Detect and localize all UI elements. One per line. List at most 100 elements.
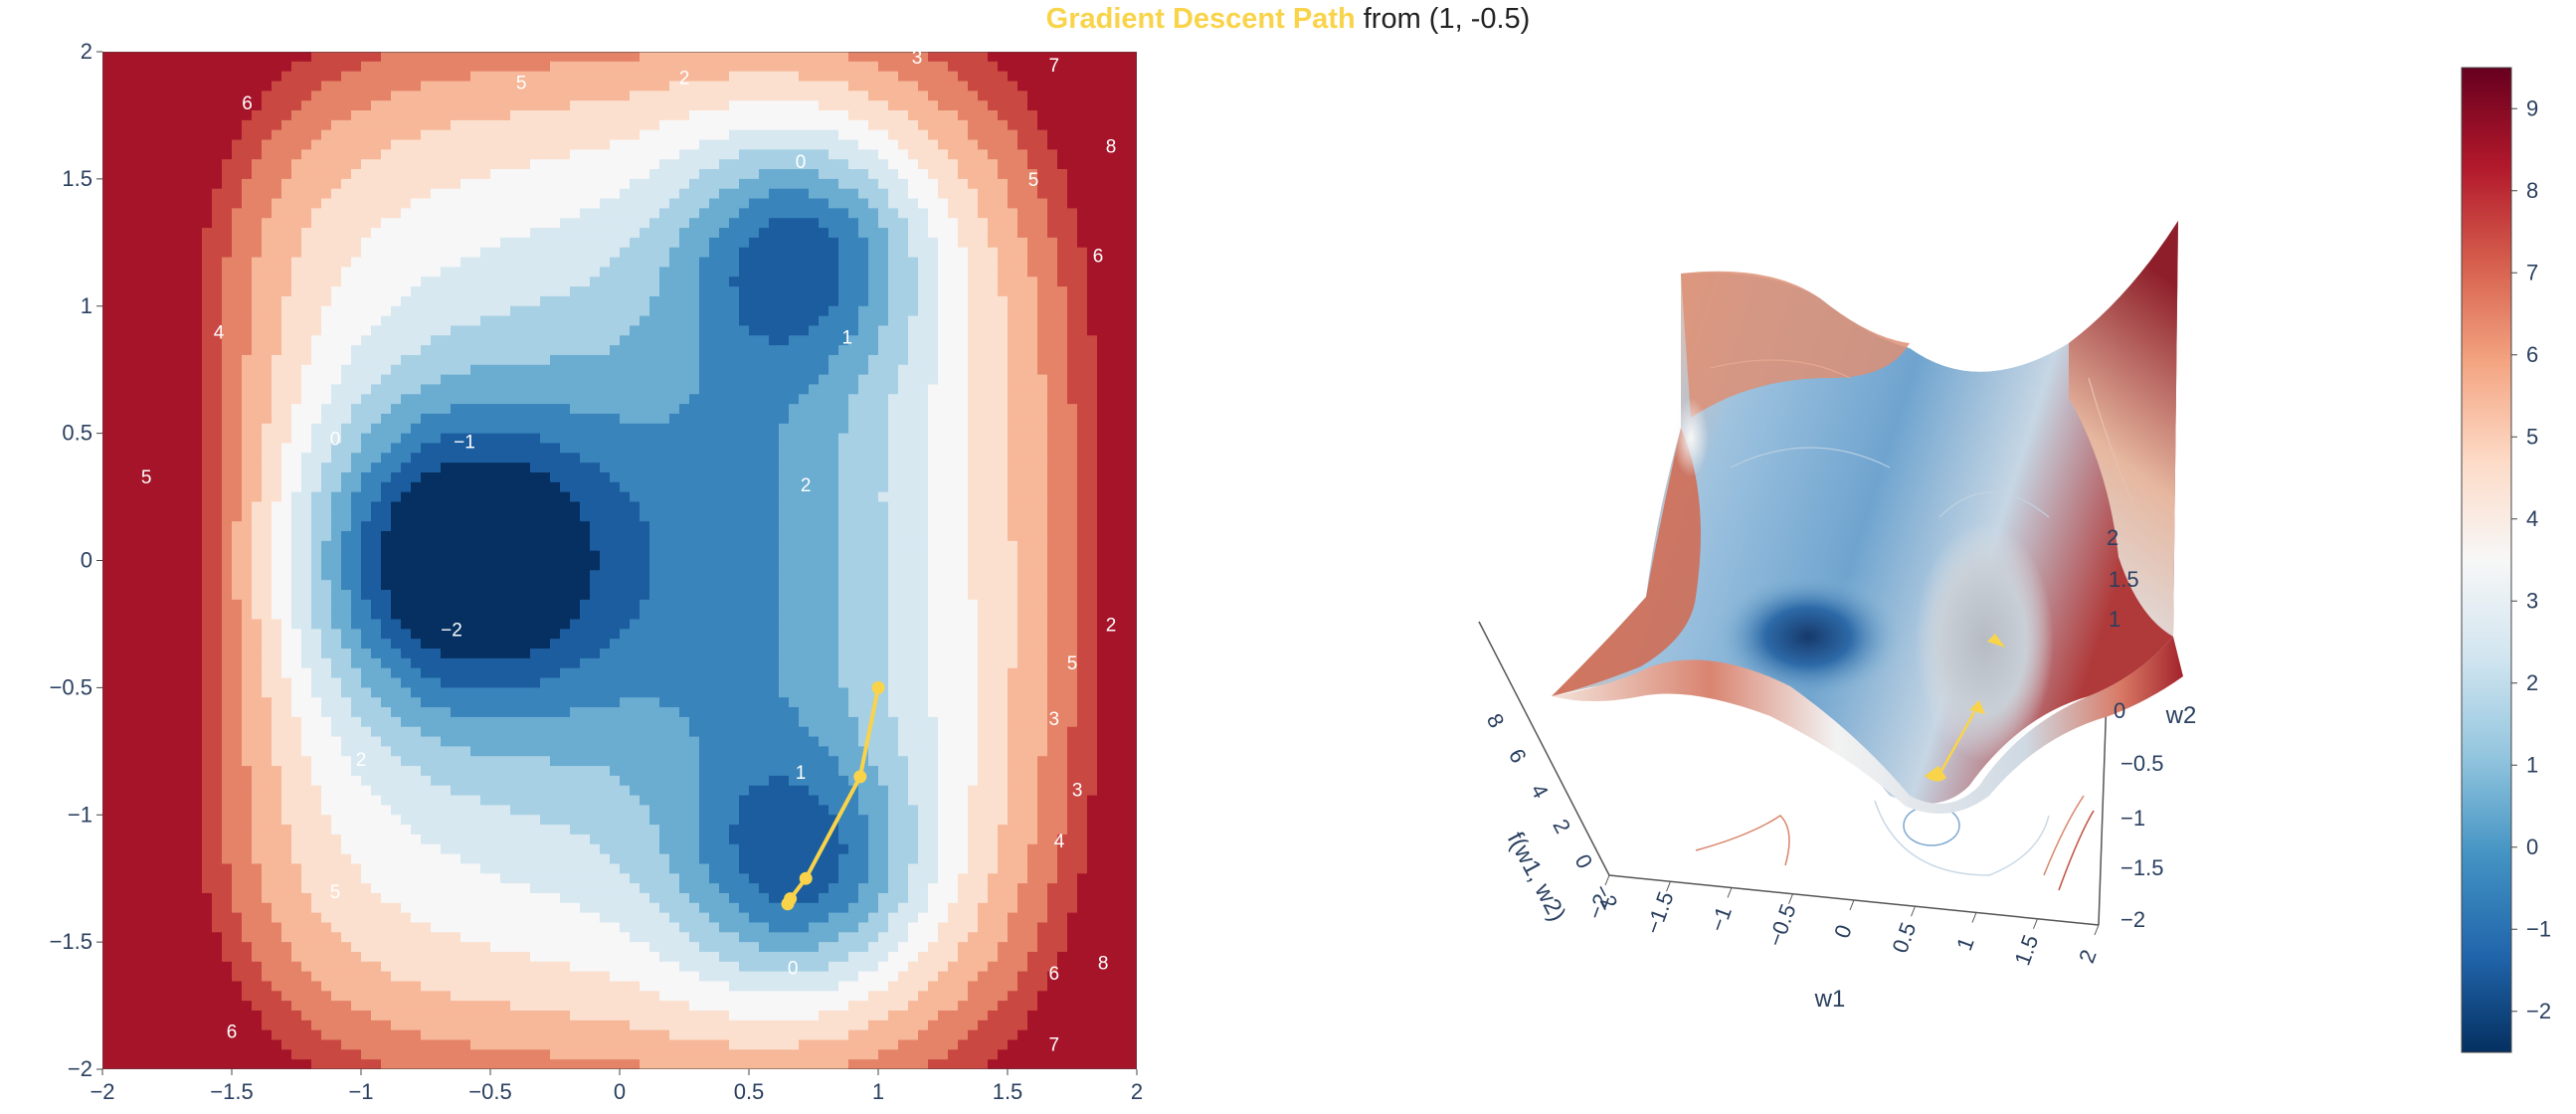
contour-cell <box>341 453 352 464</box>
contour-cell <box>152 883 163 894</box>
contour-cell <box>530 61 541 73</box>
contour-cell <box>470 61 481 73</box>
contour-cell <box>152 942 163 953</box>
contour-cell <box>252 736 263 747</box>
contour-cell <box>421 394 432 405</box>
contour-cell <box>451 716 461 728</box>
contour-cell <box>560 619 571 630</box>
contour-cell <box>311 892 322 904</box>
contour-cell <box>152 961 163 973</box>
contour-cell <box>460 1029 471 1041</box>
contour-cell <box>540 726 551 738</box>
contour-cell <box>371 149 382 160</box>
contour-cell <box>281 433 292 445</box>
contour-cell <box>431 687 442 698</box>
contour-cell <box>421 756 432 767</box>
contour-cell <box>361 805 372 816</box>
contour-cell <box>321 463 332 473</box>
contour-cell <box>361 394 372 405</box>
contour-cell <box>162 834 173 845</box>
contour-cell <box>212 208 223 219</box>
contour-cell <box>162 354 173 366</box>
contour-cell <box>381 228 392 239</box>
contour-cell <box>361 159 372 170</box>
contour-cell <box>560 677 571 688</box>
contour-cell <box>242 687 253 698</box>
contour-cell <box>232 511 243 522</box>
contour-cell <box>192 218 203 229</box>
contour-cell <box>202 677 213 688</box>
contour-cell <box>570 902 581 914</box>
contour-cell <box>252 374 263 386</box>
contour-cell <box>361 413 372 425</box>
contour-cell <box>222 305 233 317</box>
contour-cell <box>560 736 571 747</box>
contour-cell <box>421 453 432 464</box>
contour-cell <box>341 775 352 787</box>
contour-cell <box>550 463 561 473</box>
contour-cell <box>202 912 213 924</box>
contour-cell <box>460 257 471 269</box>
contour-cell <box>391 1049 402 1060</box>
contour-cell <box>272 746 282 757</box>
contour-cell <box>202 746 213 757</box>
contour-cell <box>570 961 581 973</box>
contour-cell <box>311 932 322 943</box>
contour-cell <box>451 305 461 317</box>
contour-cell <box>172 639 183 650</box>
contour-cell <box>321 404 332 415</box>
contour-cell <box>112 188 123 200</box>
contour-cell <box>112 247 123 259</box>
contour-cell <box>252 766 263 777</box>
contour-cell <box>510 345 521 356</box>
contour-cell <box>162 716 173 728</box>
contour-cell <box>132 119 143 131</box>
contour-cell <box>451 71 461 83</box>
contour-cell <box>252 1001 263 1012</box>
contour-cell <box>381 991 392 1002</box>
contour-cell <box>490 951 501 963</box>
contour-cell <box>550 677 561 688</box>
contour-cell <box>331 570 342 581</box>
contour-cell <box>222 257 233 269</box>
contour-cell <box>570 91 581 101</box>
contour-cell <box>242 1020 253 1031</box>
contour-cell <box>122 208 133 219</box>
contour-cell <box>540 443 551 454</box>
contour-cell <box>381 619 392 630</box>
contour-cell <box>321 843 332 855</box>
contour-cell <box>242 1059 253 1069</box>
contour-cell <box>212 237 223 249</box>
contour-cell <box>530 110 541 121</box>
contour-cell <box>510 726 521 738</box>
contour-cell <box>262 169 273 180</box>
contour-cell <box>311 501 322 512</box>
contour-cell <box>222 511 233 522</box>
contour-cell <box>341 1010 352 1021</box>
contour-cell <box>560 413 571 425</box>
contour-cell <box>202 736 213 747</box>
contour-cell <box>341 667 352 679</box>
contour-cell <box>281 805 292 816</box>
contour-cell <box>202 951 213 963</box>
contour-cell <box>500 364 511 376</box>
contour-cell <box>361 384 372 395</box>
contour-cell <box>361 1001 372 1012</box>
contour-cell <box>132 657 143 669</box>
contour-cell <box>411 834 422 845</box>
contour-cell <box>272 1049 282 1060</box>
contour-cell <box>371 198 382 209</box>
contour-cell <box>331 188 342 200</box>
contour-cell <box>142 667 153 679</box>
contour-cell <box>301 149 312 160</box>
contour-cell <box>281 1010 292 1021</box>
contour-cell <box>510 471 521 483</box>
contour-cell <box>520 159 531 170</box>
contour-cell <box>371 825 382 836</box>
contour-cell <box>162 149 173 160</box>
contour-cell <box>331 1010 342 1021</box>
contour-cell <box>431 609 442 621</box>
contour-cell <box>102 1029 113 1041</box>
contour-cell <box>122 843 133 855</box>
contour-cell <box>252 912 263 924</box>
